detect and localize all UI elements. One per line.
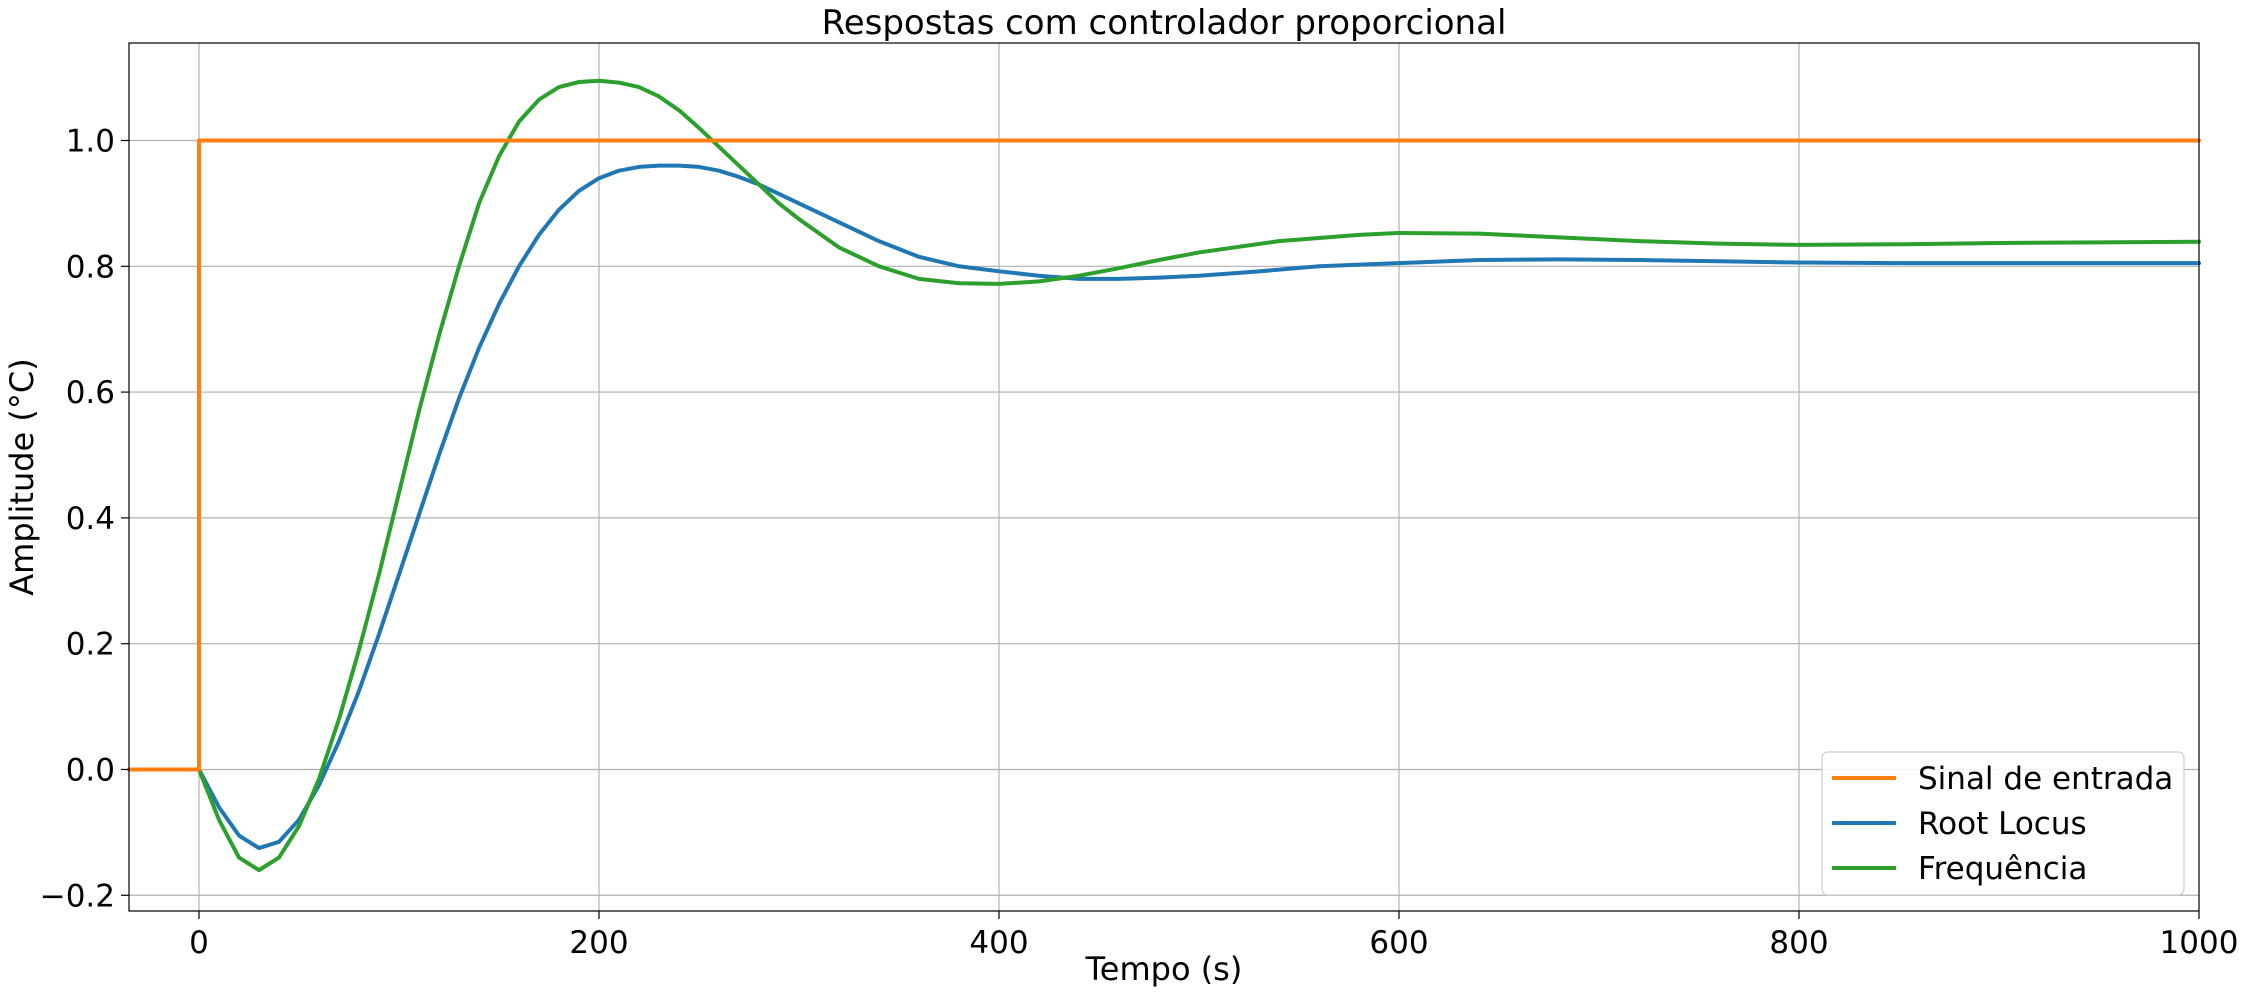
series-line-root-locus <box>197 163 2201 851</box>
x-tick-label: 1000 <box>2160 925 2239 961</box>
y-tick-label: 0.2 <box>66 627 115 663</box>
series-line-frequencia <box>197 78 2201 873</box>
x-tick-label: 800 <box>1769 925 1828 961</box>
x-tick-label: 400 <box>969 925 1028 961</box>
x-tick-label: 200 <box>569 925 628 961</box>
x-tick-label: 0 <box>189 925 209 961</box>
y-tick-label: 0.6 <box>66 375 115 411</box>
x-axis-label: Tempo (s) <box>1085 950 1243 988</box>
y-axis-label: Amplitude (°C) <box>3 358 41 595</box>
legend-label-root-locus: Root Locus <box>1918 806 2087 842</box>
chart-title: Respostas com controlador proporcional <box>822 3 1507 43</box>
series-line-sinal-de-entrada <box>127 138 2201 772</box>
plot-frame <box>128 42 2200 912</box>
y-tick-label: 1.0 <box>66 123 115 159</box>
y-tick-label: 0.0 <box>66 752 115 788</box>
y-tick-label: 0.8 <box>66 249 115 285</box>
y-tick-label: 0.4 <box>66 501 115 537</box>
y-axis-ticks: −0.2 0.0 0.2 0.4 0.6 0.8 1.0 <box>40 123 129 914</box>
legend-box <box>1821 751 2185 896</box>
x-axis-ticks: 0 200 400 600 800 1000 <box>189 911 2238 961</box>
legend-label-sinal-de-entrada: Sinal de entrada <box>1918 761 2173 797</box>
legend: Sinal de entrada Root Locus Frequência <box>1821 751 2185 896</box>
y-tick-label: −0.2 <box>40 878 115 914</box>
series-lines <box>127 78 2201 873</box>
legend-label-frequencia: Frequência <box>1918 851 2087 887</box>
x-tick-label: 600 <box>1369 925 1428 961</box>
